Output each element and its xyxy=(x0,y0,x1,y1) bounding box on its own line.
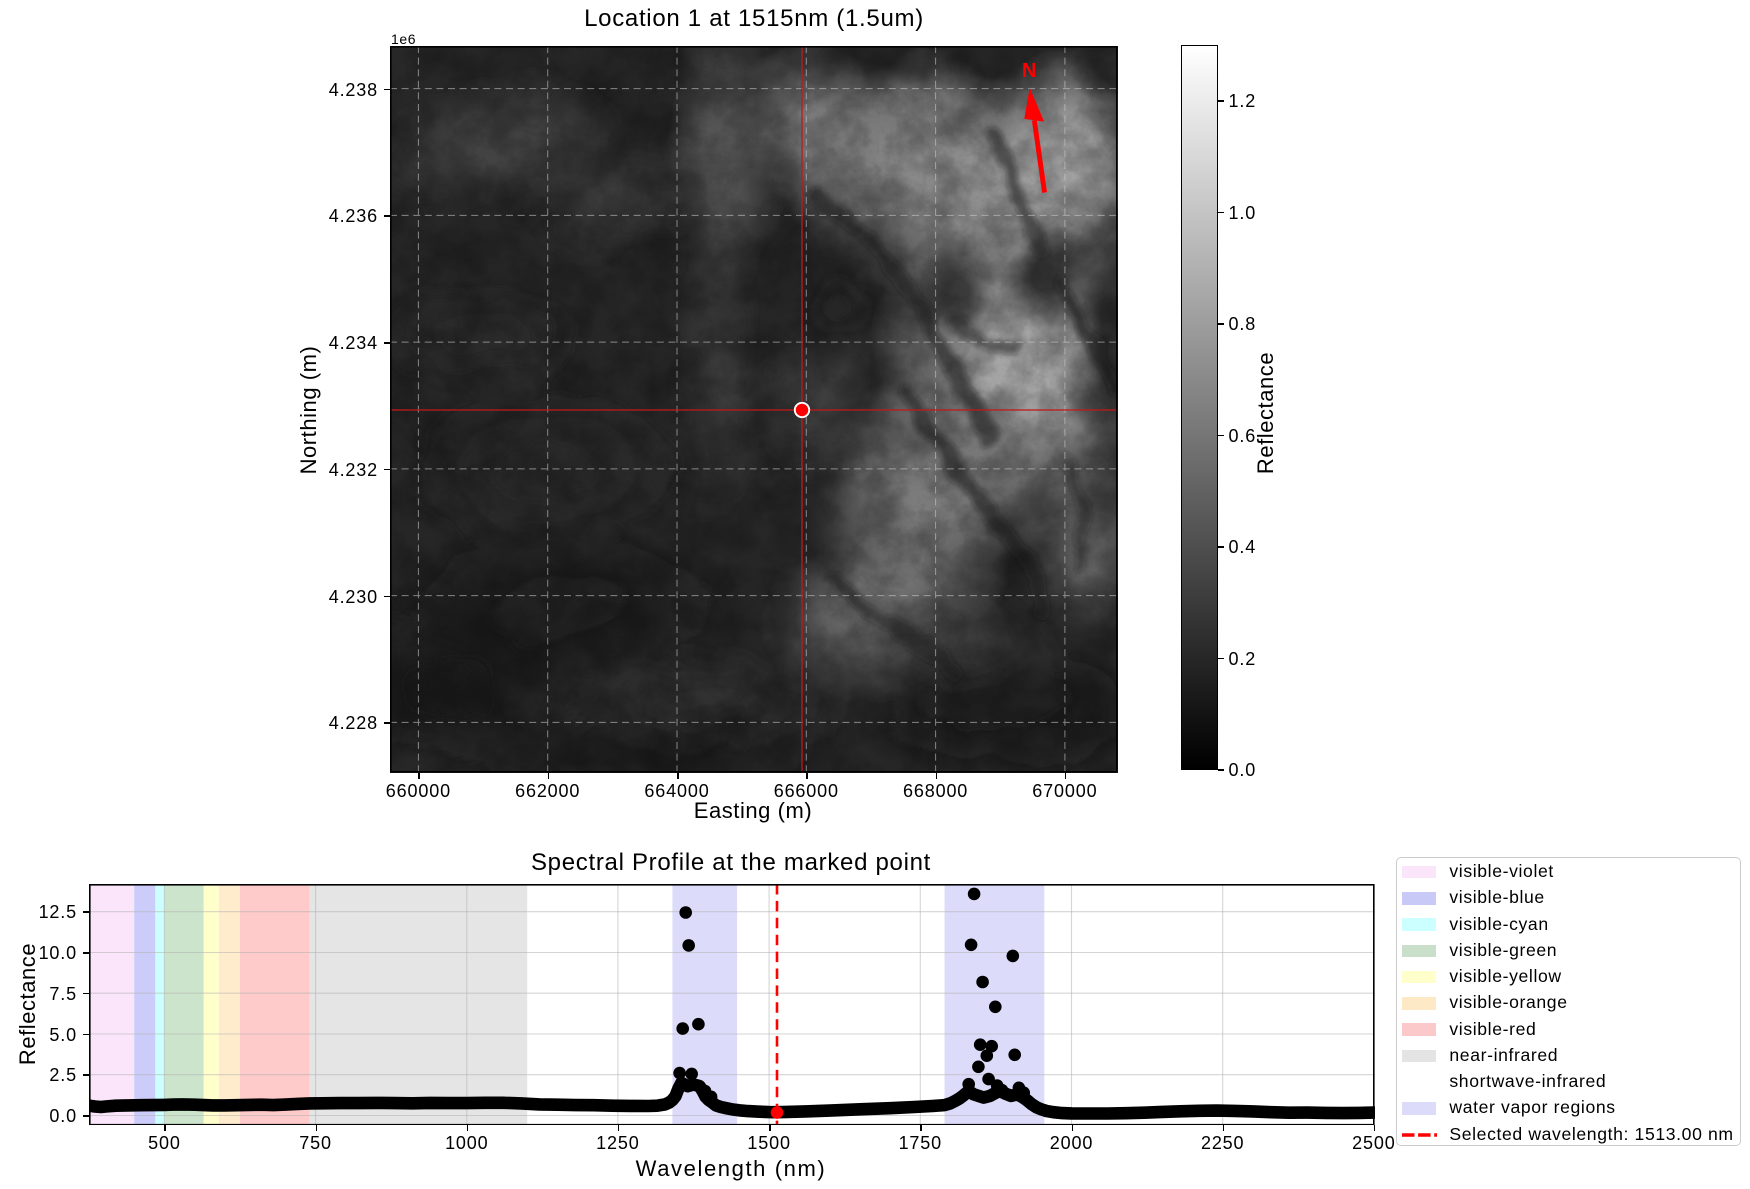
svg-text:N: N xyxy=(1022,60,1036,82)
